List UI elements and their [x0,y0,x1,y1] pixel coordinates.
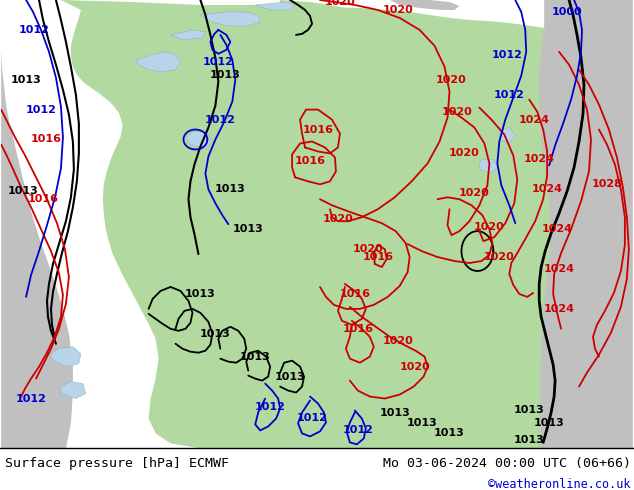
Text: 1013: 1013 [185,289,216,299]
Text: 1020: 1020 [382,5,413,15]
Text: 1013: 1013 [215,184,246,195]
Text: 1013: 1013 [534,418,564,428]
Polygon shape [171,30,205,40]
Text: 1020: 1020 [436,74,467,85]
Text: 1020: 1020 [399,362,430,371]
Text: 1016: 1016 [362,252,393,262]
Text: 1020: 1020 [323,214,353,224]
Polygon shape [51,347,81,367]
Text: 1012: 1012 [342,425,373,436]
Polygon shape [256,2,295,10]
Text: 1024: 1024 [524,154,555,165]
Text: 1012: 1012 [25,104,56,115]
Text: 1013: 1013 [434,428,465,439]
Text: 1024: 1024 [543,264,574,274]
Text: 1016: 1016 [342,324,373,334]
Text: 1016: 1016 [295,156,325,167]
Text: 1012: 1012 [16,393,46,404]
Text: 1013: 1013 [8,186,39,196]
Text: 1016: 1016 [302,124,333,135]
Text: 1024: 1024 [532,184,562,195]
Polygon shape [278,0,360,17]
Text: 1020: 1020 [382,336,413,346]
Text: 1013: 1013 [200,329,231,339]
Text: 1012: 1012 [492,50,523,60]
Text: 1000: 1000 [552,7,583,17]
Text: 1020: 1020 [474,222,505,232]
Text: Mo 03-06-2024 00:00 UTC (06+66): Mo 03-06-2024 00:00 UTC (06+66) [383,457,631,469]
Text: 1012: 1012 [297,414,327,423]
Text: ©weatheronline.co.uk: ©weatheronline.co.uk [488,478,631,490]
Text: 1013: 1013 [210,70,241,80]
Polygon shape [61,0,574,448]
Text: 1020: 1020 [353,244,383,254]
Text: 1020: 1020 [442,107,473,117]
Polygon shape [200,12,260,26]
Text: 1024: 1024 [541,224,573,234]
Text: 1013: 1013 [514,406,545,416]
Polygon shape [500,127,515,144]
Text: 1012: 1012 [18,25,49,35]
Text: Surface pressure [hPa] ECMWF: Surface pressure [hPa] ECMWF [5,457,229,469]
Polygon shape [1,0,73,448]
Text: 1012: 1012 [494,90,525,99]
Polygon shape [390,0,460,10]
Text: 1024: 1024 [519,115,550,124]
Text: 1013: 1013 [406,418,437,428]
Text: 1012: 1012 [255,401,285,412]
Text: 1013: 1013 [275,371,306,382]
Text: 1016: 1016 [30,134,61,145]
Polygon shape [61,382,86,398]
Polygon shape [136,52,181,72]
Text: 1024: 1024 [543,304,574,314]
Polygon shape [186,131,212,149]
Text: 1013: 1013 [379,409,410,418]
Text: 1020: 1020 [449,148,480,158]
Polygon shape [479,159,497,173]
Text: 1012: 1012 [205,115,236,124]
Text: 1013: 1013 [514,436,545,445]
Text: 1016: 1016 [339,289,370,299]
Text: 1013: 1013 [233,224,264,234]
Polygon shape [539,0,633,448]
Text: 1016: 1016 [27,194,58,204]
Text: 1020: 1020 [484,252,515,262]
Text: 1013: 1013 [11,74,41,85]
Text: 1020: 1020 [325,0,355,7]
Text: 1020: 1020 [459,188,490,198]
Text: 1013: 1013 [240,352,271,362]
Text: 1028: 1028 [592,179,623,189]
Text: 1012: 1012 [203,57,234,67]
